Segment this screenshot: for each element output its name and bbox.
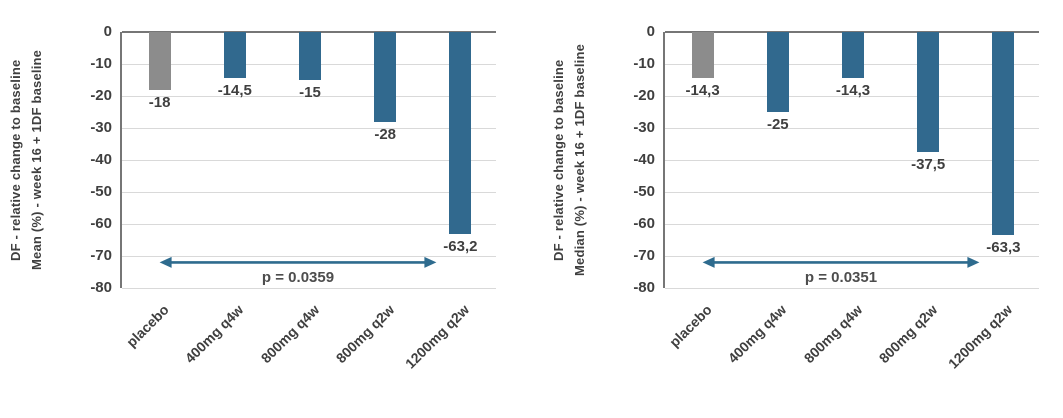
- x-tick-label: 1200mg q2w: [945, 301, 1016, 372]
- y-tick-label: -10: [90, 55, 112, 72]
- gridline: [665, 95, 1039, 97]
- median-bar-chart: DF - relative change to baseline Median …: [543, 2, 1063, 416]
- gridline: [122, 255, 496, 257]
- gridline: [122, 127, 496, 129]
- bar-800mg-q4w: [299, 32, 321, 80]
- y-axis-title: DF - relative change to baseline Median …: [549, 26, 591, 294]
- y-tick-label: -80: [90, 279, 112, 296]
- y-tick-label: -70: [633, 247, 655, 264]
- x-tick-label: 800mg q4w: [257, 301, 322, 367]
- y-axis-title: DF - relative change to baseline Mean (%…: [6, 26, 48, 294]
- bar-value-label: -14,5: [217, 82, 252, 100]
- y-axis-title-line-1: DF - relative change to baseline: [551, 59, 566, 261]
- x-tick-label: 400mg q4w: [182, 301, 247, 367]
- y-tick-label: -30: [90, 119, 112, 136]
- y-tick-label: -40: [90, 151, 112, 168]
- plot-area: -14,3 -25 -14,3 -37,5 -63,3 p = 0.0351: [663, 31, 1039, 289]
- y-tick-label: -60: [90, 215, 112, 232]
- gridline: [122, 191, 496, 193]
- y-axis-tick-labels: 0 -10 -20 -30 -40 -50 -60 -70 -80: [587, 2, 655, 302]
- x-axis-tick-labels: placebo 400mg q4w 800mg q4w 800mg q2w 1200mg…: [663, 294, 1039, 414]
- gridline: [122, 159, 496, 161]
- y-tick-label: -30: [633, 119, 655, 136]
- gridline: [122, 95, 496, 97]
- bar-400mg-q4w: [766, 32, 789, 112]
- gridline: [665, 223, 1039, 225]
- bar-value-label: -14,3: [835, 81, 871, 99]
- y-tick-label: -40: [633, 151, 655, 168]
- x-tick-label: 1200mg q2w: [402, 301, 473, 372]
- gridline: [665, 255, 1039, 257]
- x-axis-tick-labels: placebo 400mg q4w 800mg q4w 800mg q2w 1200mg…: [120, 294, 496, 414]
- y-axis-title-line-1: DF - relative change to baseline: [8, 59, 23, 261]
- gridline: [665, 287, 1039, 289]
- bar-800mg-q2w: [917, 32, 940, 152]
- bar-value-label: -63,2: [443, 238, 478, 256]
- x-tick-label: 400mg q4w: [725, 301, 790, 367]
- y-tick-label: -10: [633, 55, 655, 72]
- bar-value-label: -25: [766, 116, 789, 133]
- gridline: [665, 127, 1039, 129]
- x-tick-label: 800mg q2w: [332, 301, 398, 367]
- y-tick-label: 0: [646, 23, 655, 40]
- plot-area: -18 -14,5 -15 -28 -63,2 p = 0.0359: [120, 31, 496, 289]
- bar-value-label: -37,5: [911, 156, 946, 173]
- bar-value-label: -28: [374, 125, 397, 143]
- y-tick-label: -70: [90, 247, 112, 264]
- bar-value-label: -15: [299, 84, 321, 101]
- x-tick-label: placebo: [665, 301, 715, 351]
- bar-400mg-q4w: [223, 32, 246, 79]
- x-tick-label: 800mg q4w: [800, 301, 865, 367]
- bar-1200mg-q2w: [449, 32, 472, 235]
- p-value-label: p = 0.0359: [261, 269, 335, 287]
- bar-value-label: -63,3: [986, 238, 1021, 256]
- bar-1200mg-q2w: [992, 32, 1015, 235]
- gridline: [122, 287, 496, 289]
- bar-placebo: [691, 32, 714, 78]
- y-tick-label: -80: [633, 279, 655, 296]
- y-tick-label: -20: [90, 87, 112, 104]
- gridline: [665, 159, 1039, 161]
- y-tick-label: -60: [633, 215, 655, 232]
- p-value-arrow: [702, 256, 980, 268]
- bar-800mg-q4w: [842, 32, 864, 78]
- y-tick-label: -20: [633, 87, 655, 104]
- mean-bar-chart: DF - relative change to baseline Mean (%…: [0, 2, 520, 416]
- bar-value-label: -14,3: [685, 81, 720, 99]
- p-value-arrow: [159, 256, 437, 268]
- x-tick-label: placebo: [122, 301, 172, 351]
- gridline: [665, 191, 1039, 193]
- x-tick-label: 800mg q2w: [875, 301, 941, 367]
- y-tick-label: 0: [103, 23, 112, 40]
- bar-placebo: [148, 32, 171, 90]
- y-axis-tick-labels: 0 -10 -20 -30 -40 -50 -60 -70 -80: [44, 2, 112, 302]
- y-tick-label: -50: [633, 183, 655, 200]
- bar-800mg-q2w: [374, 32, 397, 122]
- bar-value-label: -18: [148, 93, 171, 111]
- gridline: [122, 223, 496, 225]
- y-tick-label: -50: [90, 183, 112, 200]
- p-value-label: p = 0.0351: [804, 269, 878, 287]
